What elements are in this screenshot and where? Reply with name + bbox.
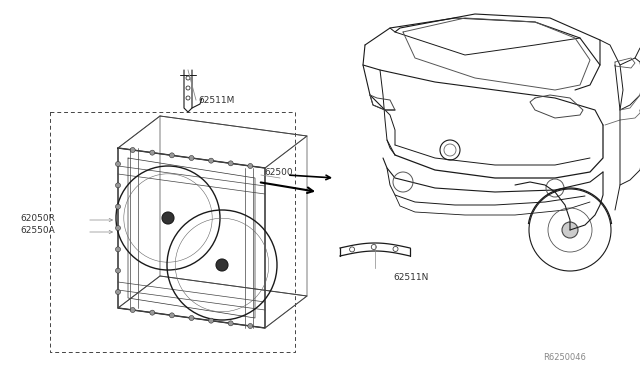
Text: R6250046: R6250046 xyxy=(543,353,586,362)
Circle shape xyxy=(189,315,194,321)
Circle shape xyxy=(228,161,233,166)
Text: 62550A: 62550A xyxy=(20,225,55,234)
Circle shape xyxy=(150,310,155,315)
Circle shape xyxy=(115,183,120,188)
Text: 62511N: 62511N xyxy=(393,273,428,282)
Ellipse shape xyxy=(562,222,578,238)
Circle shape xyxy=(162,212,174,224)
Circle shape xyxy=(170,313,174,318)
Text: 62050R: 62050R xyxy=(20,214,55,222)
Circle shape xyxy=(209,158,214,163)
Text: 62511M: 62511M xyxy=(198,96,234,105)
Circle shape xyxy=(248,324,253,328)
Circle shape xyxy=(170,153,174,158)
Circle shape xyxy=(130,308,135,312)
Circle shape xyxy=(115,161,120,167)
Circle shape xyxy=(209,318,214,323)
Circle shape xyxy=(115,225,120,231)
Text: 62500: 62500 xyxy=(264,167,292,176)
Circle shape xyxy=(189,155,194,160)
Circle shape xyxy=(115,247,120,252)
Circle shape xyxy=(115,289,120,295)
Circle shape xyxy=(150,150,155,155)
Circle shape xyxy=(130,148,135,153)
Circle shape xyxy=(115,204,120,209)
Circle shape xyxy=(115,268,120,273)
Circle shape xyxy=(216,259,228,271)
Circle shape xyxy=(228,321,233,326)
Circle shape xyxy=(248,164,253,169)
